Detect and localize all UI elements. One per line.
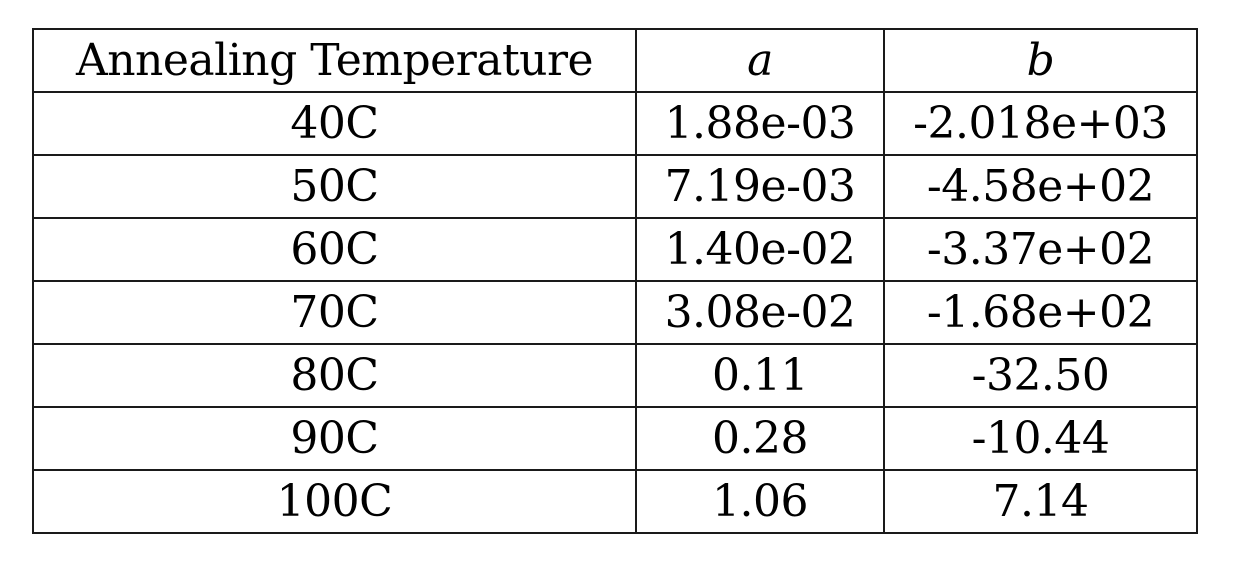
header-a: a: [635, 28, 885, 93]
cell-b: -1.68e+02: [883, 280, 1198, 345]
table-row: 40C 1.88e-03 -2.018e+03: [32, 91, 1198, 156]
header-annealing-temperature: Annealing Temperature: [32, 28, 637, 93]
cell-temperature: 50C: [32, 154, 637, 219]
cell-a: 3.08e-02: [635, 280, 885, 345]
table-row: 60C 1.40e-02 -3.37e+02: [32, 217, 1198, 282]
table-row: 80C 0.11 -32.50: [32, 343, 1198, 408]
cell-temperature: 90C: [32, 406, 637, 471]
table-row: 50C 7.19e-03 -4.58e+02: [32, 154, 1198, 219]
cell-a: 1.40e-02: [635, 217, 885, 282]
cell-b: -10.44: [883, 406, 1198, 471]
table-row: 70C 3.08e-02 -1.68e+02: [32, 280, 1198, 345]
cell-temperature: 100C: [32, 469, 637, 534]
table-row: 100C 1.06 7.14: [32, 469, 1198, 534]
cell-a: 0.11: [635, 343, 885, 408]
header-b: b: [883, 28, 1198, 93]
cell-temperature: 80C: [32, 343, 637, 408]
cell-b: -32.50: [883, 343, 1198, 408]
cell-b: -2.018e+03: [883, 91, 1198, 156]
table-row: 90C 0.28 -10.44: [32, 406, 1198, 471]
cell-a: 7.19e-03: [635, 154, 885, 219]
cell-temperature: 60C: [32, 217, 637, 282]
cell-b: 7.14: [883, 469, 1198, 534]
header-row: Annealing Temperature a b: [32, 28, 1198, 93]
cell-a: 1.88e-03: [635, 91, 885, 156]
cell-b: -3.37e+02: [883, 217, 1198, 282]
cell-temperature: 70C: [32, 280, 637, 345]
cell-b: -4.58e+02: [883, 154, 1198, 219]
cell-temperature: 40C: [32, 91, 637, 156]
cell-a: 1.06: [635, 469, 885, 534]
results-table: Annealing Temperature a b 40C 1.88e-03 -…: [32, 28, 1198, 534]
cell-a: 0.28: [635, 406, 885, 471]
